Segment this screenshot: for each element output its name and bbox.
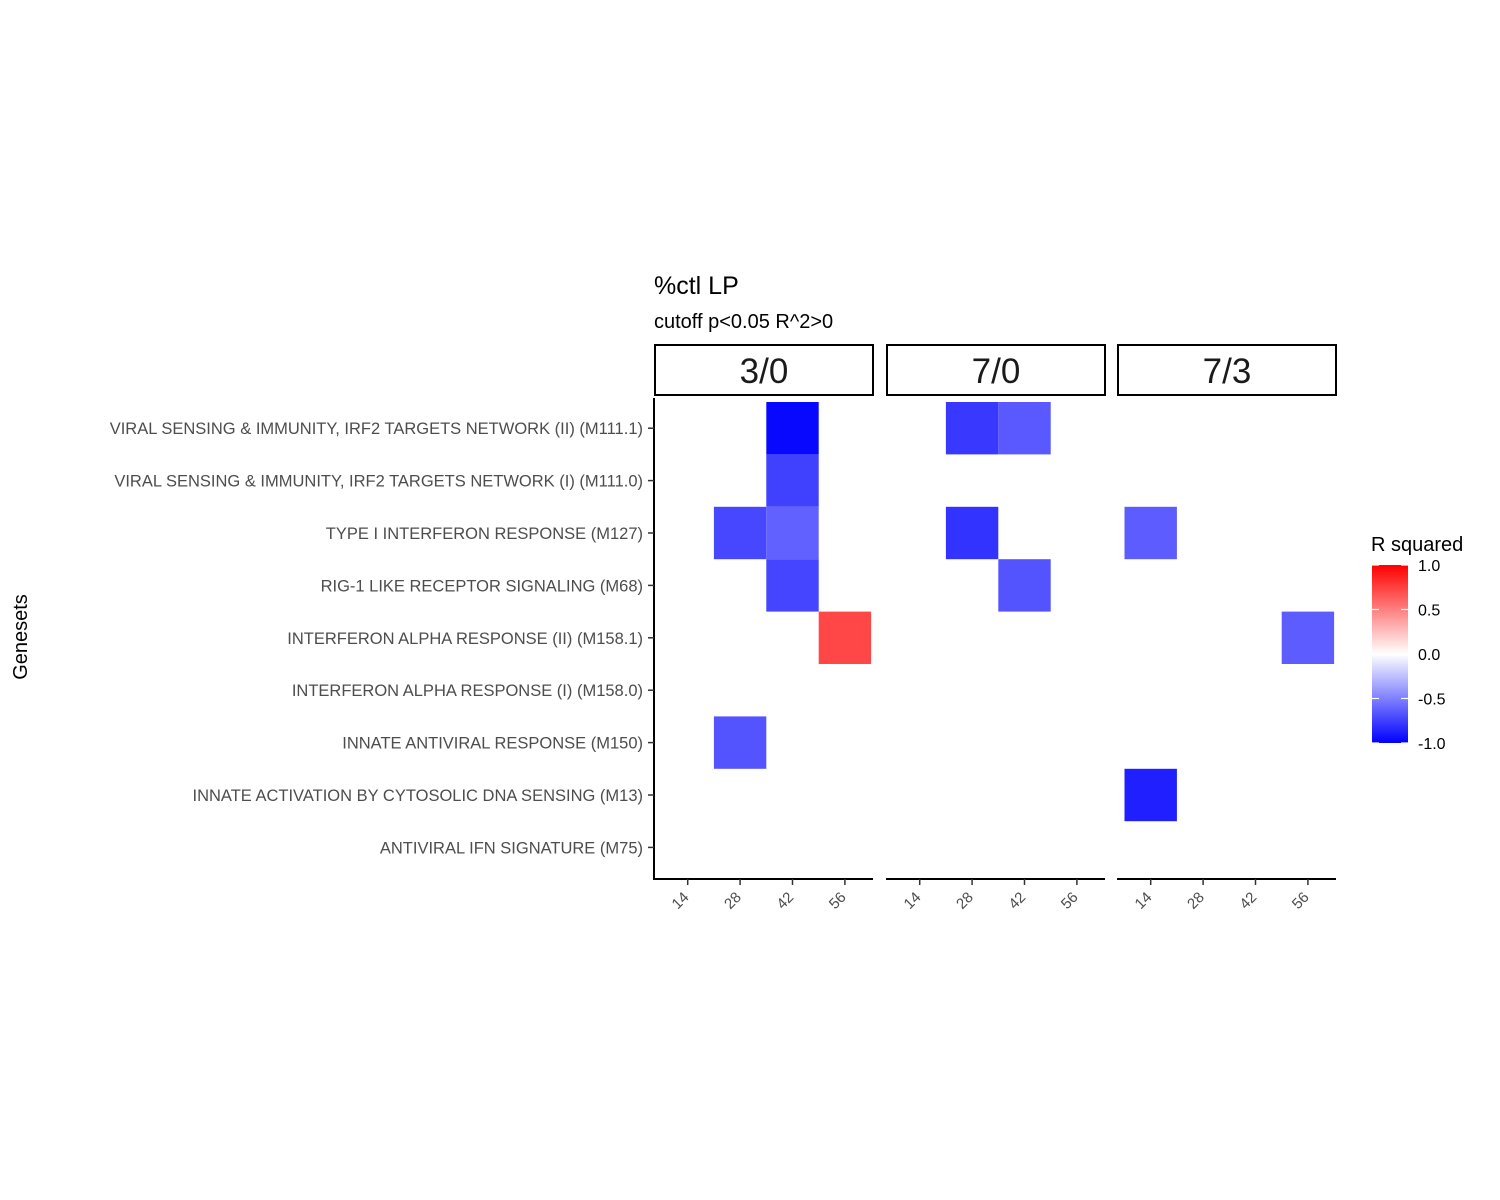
- x-tick-label: 42: [1236, 889, 1260, 913]
- heatmap-cell: [998, 559, 1051, 612]
- x-tick-label: 56: [1058, 889, 1082, 913]
- chart-subtitle: cutoff p<0.05 R^2>0: [654, 311, 833, 333]
- legend-tick-label: 1.0: [1418, 558, 1440, 575]
- chart-title: %ctl LP: [654, 272, 739, 300]
- y-tick-label: VIRAL SENSING & IMMUNITY, IRF2 TARGETS N…: [114, 473, 643, 491]
- heatmap-cell: [818, 611, 872, 664]
- y-tick-label: INTERFERON ALPHA RESPONSE (I) (M158.0): [292, 682, 643, 700]
- facet-strip: [1117, 344, 1337, 396]
- legend-tick-label: 0.0: [1418, 647, 1440, 664]
- facet-label: 3/0: [740, 352, 789, 391]
- heatmap-cell: [945, 506, 999, 560]
- x-tick-label: 56: [1289, 889, 1313, 913]
- x-tick-label: 14: [901, 889, 925, 913]
- x-tick-label: 42: [773, 889, 797, 913]
- y-tick-label: INNATE ANTIVIRAL RESPONSE (M150): [342, 735, 643, 753]
- heatmap-cell: [998, 402, 1051, 455]
- legend-title: R squared: [1371, 534, 1463, 556]
- heatmap-cell: [1124, 768, 1177, 822]
- heatmap-cell: [766, 559, 819, 612]
- facet-strip: [654, 344, 874, 396]
- x-tick-label: 56: [826, 889, 850, 913]
- heatmap-cell: [713, 506, 767, 560]
- x-tick-label: 28: [1184, 889, 1208, 913]
- heatmap-cell: [945, 402, 999, 455]
- x-tick-label: 14: [669, 889, 693, 913]
- facet-label: 7/3: [1203, 352, 1252, 391]
- heatmap-cell: [1124, 506, 1177, 560]
- x-axes: 14 28 42 56 14 28 42 56 14 28 42 56: [654, 878, 1336, 913]
- legend-tick-label: -0.5: [1418, 692, 1446, 709]
- y-axis: VIRAL SENSING & IMMUNITY, IRF2 TARGETS N…: [110, 398, 655, 880]
- legend-tick-label: 0.5: [1418, 603, 1440, 620]
- y-tick-label: INTERFERON ALPHA RESPONSE (II) (M158.1): [287, 630, 643, 648]
- facet-label: 7/0: [972, 352, 1021, 391]
- x-tick-label: 14: [1132, 889, 1156, 913]
- heatmap-cell: [713, 716, 767, 769]
- facet-strip: [886, 344, 1106, 396]
- y-tick-label: VIRAL SENSING & IMMUNITY, IRF2 TARGETS N…: [110, 420, 643, 438]
- heatmap-cell: [766, 506, 819, 560]
- facet-strips: 3/0 7/0 7/3: [654, 344, 1337, 396]
- x-tick-label: 42: [1005, 889, 1029, 913]
- x-tick-label: 28: [953, 889, 977, 913]
- y-tick-label: TYPE I INTERFERON RESPONSE (M127): [326, 525, 643, 543]
- color-legend: R squared 1.0 0.5 0.0 -0.5 -1.0: [1371, 534, 1463, 753]
- x-tick-label: 28: [721, 889, 745, 913]
- y-tick-label: RIG-1 LIKE RECEPTOR SIGNALING (M68): [321, 577, 643, 595]
- heatmap-cell: [766, 454, 819, 507]
- y-axis-title: Genesets: [10, 594, 32, 680]
- legend-tick-label: -1.0: [1418, 736, 1446, 753]
- heatmap-cell: [766, 402, 819, 455]
- y-tick-label: INNATE ACTIVATION BY CYTOSOLIC DNA SENSI…: [193, 787, 643, 805]
- y-tick-label: ANTIVIRAL IFN SIGNATURE (M75): [380, 839, 643, 857]
- heatmap-cells: [713, 402, 1335, 822]
- legend-ticks: 1.0 0.5 0.0 -0.5 -1.0: [1372, 558, 1446, 753]
- heatmap-cell: [1281, 611, 1335, 664]
